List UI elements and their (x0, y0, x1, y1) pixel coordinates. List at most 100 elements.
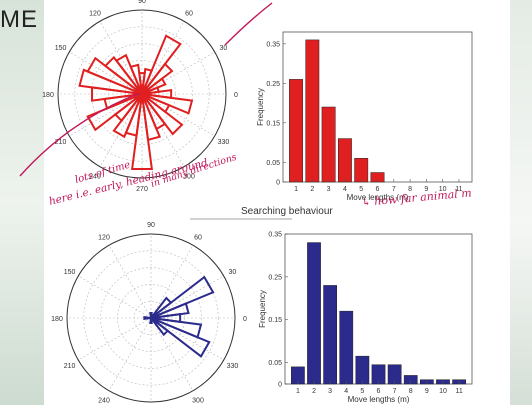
annotation-stroke-top (224, 2, 273, 46)
polar-sector (150, 275, 215, 319)
y-tick-label: 0.35 (266, 41, 280, 48)
polar-grid-spoke (150, 275, 224, 319)
annotation-stroke-left (19, 92, 141, 177)
polar-grid-spoke (78, 317, 152, 361)
x-tick-label: 8 (409, 388, 413, 395)
polar-grid-spoke (108, 245, 152, 319)
polar-grid-spoke (141, 93, 185, 167)
polar-sector (143, 315, 152, 321)
polar-angle-label: 30 (229, 269, 237, 276)
polar-angle-label: 120 (98, 235, 110, 242)
bar (289, 79, 303, 183)
background-right (510, 0, 532, 405)
polar-angle-label: 180 (51, 316, 63, 323)
y-tick-label: 0.25 (266, 81, 280, 88)
y-tick-label: 0.35 (268, 232, 282, 239)
bar (354, 158, 369, 183)
x-axis-label: Move lengths (m) (348, 395, 410, 404)
y-tick-label: 0.25 (268, 274, 282, 281)
x-tick-label: 3 (327, 186, 331, 193)
bar (339, 310, 354, 385)
polar-grid-spoke (141, 21, 185, 95)
polar-angle-label: 240 (98, 397, 110, 404)
bar (321, 106, 336, 183)
polar-angle-label: 150 (55, 45, 67, 52)
polar-angle-label: 210 (55, 139, 67, 146)
polar-grid-spoke (99, 93, 143, 167)
polar-angle-label: 90 (147, 222, 155, 229)
x-tick-label: 5 (360, 388, 364, 395)
y-tick-label: 0.15 (268, 317, 282, 324)
y-axis-label: Frequency (258, 290, 267, 328)
y-tick-label: 0.05 (266, 160, 280, 167)
x-tick-label: 1 (294, 186, 298, 193)
polar-outer-ring (66, 233, 236, 403)
polar-sector (150, 296, 173, 319)
polar-sector (150, 317, 203, 339)
polar-grid-spoke (108, 317, 152, 391)
y-tick-label: 0 (276, 180, 280, 187)
x-tick-label: 7 (393, 388, 397, 395)
x-axis-label: Move lengths (m) (347, 193, 409, 202)
polar-grid-ring (91, 43, 193, 145)
polar-grid-spoke (150, 317, 194, 391)
polar-angle-label: 330 (227, 363, 239, 370)
polar-sector (141, 34, 182, 95)
x-tick-label: 1 (296, 388, 300, 395)
bar (323, 285, 337, 385)
polar-sector (141, 93, 184, 136)
polar-angle-label: 150 (64, 269, 76, 276)
polar-grid-spoke (150, 245, 194, 319)
polar-sector (149, 317, 153, 324)
x-tick-label: 9 (425, 388, 429, 395)
polar-grid-spoke (69, 51, 143, 95)
polar-angle-label: 240 (89, 173, 101, 180)
polar-angle-label: 330 (218, 139, 230, 146)
polar-sector (150, 317, 170, 337)
bar (307, 242, 321, 385)
polar-angle-label: 90 (138, 0, 146, 5)
polar-outer-ring (57, 9, 227, 179)
x-tick-label: 11 (455, 186, 462, 193)
polar-grid-spoke (69, 93, 143, 137)
polar-angle-label: 120 (89, 11, 101, 18)
polar-angle-label: 30 (220, 45, 228, 52)
x-tick-label: 10 (439, 186, 447, 193)
x-tick-label: 6 (376, 186, 380, 193)
polar-sector (149, 312, 153, 319)
polar-angle-label: 60 (185, 11, 193, 18)
bar (305, 39, 320, 183)
x-tick-label: 2 (310, 186, 314, 193)
polar-grid-spoke (141, 93, 215, 137)
background-left (0, 0, 44, 405)
x-tick-label: 2 (312, 388, 316, 395)
x-tick-label: 9 (424, 186, 428, 193)
corner-text: ME (0, 6, 38, 33)
x-tick-label: 4 (344, 388, 348, 395)
polar-grid-spoke (150, 317, 224, 361)
bar (337, 138, 352, 183)
x-tick-label: 7 (392, 186, 396, 193)
polar-angle-label: 60 (194, 235, 202, 242)
polar-grid-ring (74, 26, 210, 162)
polar-grid-spoke (78, 275, 152, 319)
polar-sector (141, 93, 194, 115)
y-axis-label: Frequency (256, 88, 265, 126)
polar-grid-spoke (141, 51, 215, 95)
y-tick-label: 0.05 (268, 360, 282, 367)
polar-grid-ring (83, 250, 219, 386)
bar-chart-top: 0 0.05 0.15 0.25 0.35 1 2 3 4 5 6 7 8 9 10 11 Move lengt… (256, 31, 473, 202)
polar-angle-label: 300 (192, 397, 204, 404)
x-tick-label: 10 (439, 388, 447, 395)
section-title: Searching behaviour (241, 206, 333, 217)
x-tick-label: 8 (408, 186, 412, 193)
x-tick-label: 4 (343, 186, 347, 193)
polar-angle-label: 0 (234, 92, 238, 99)
bar (355, 355, 370, 385)
x-tick-label: 3 (328, 388, 332, 395)
polar-angle-label: 210 (64, 363, 76, 370)
polar-angle-label: 300 (183, 173, 195, 180)
